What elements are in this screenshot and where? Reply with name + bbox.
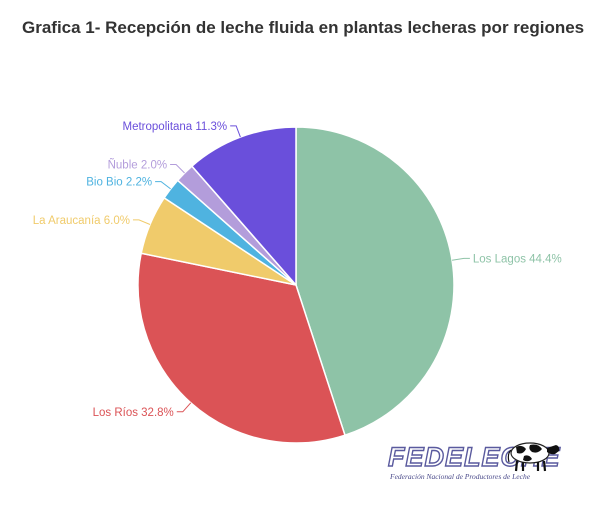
logo-subtitle: Federación Nacional de Productores de Le… xyxy=(390,472,531,481)
slice-label: Los Lagos 44.4% xyxy=(473,253,562,265)
slice-label: La Araucanía 6.0% xyxy=(33,215,130,227)
cow-icon xyxy=(507,442,560,472)
leader-line xyxy=(170,164,185,174)
leader-line xyxy=(155,181,171,190)
pie-slice xyxy=(190,126,297,287)
fedeleche-logo: FEDELECHE Federación Nacional de Product… xyxy=(387,438,568,488)
slice-label: Bio Bio 2.2% xyxy=(86,177,152,189)
chart-title: Grafica 1- Recepción de leche fluida en … xyxy=(22,18,585,37)
pie-slice xyxy=(295,126,455,437)
slice-label: Metropolitana 11.3% xyxy=(123,121,228,133)
leader-line xyxy=(176,402,192,413)
leader-line xyxy=(132,219,151,225)
leader-line xyxy=(230,125,241,138)
slice-label: Los Ríos 32.8% xyxy=(93,407,174,419)
leader-line xyxy=(451,257,470,261)
slice-label: Ñuble 2.0% xyxy=(108,159,167,172)
